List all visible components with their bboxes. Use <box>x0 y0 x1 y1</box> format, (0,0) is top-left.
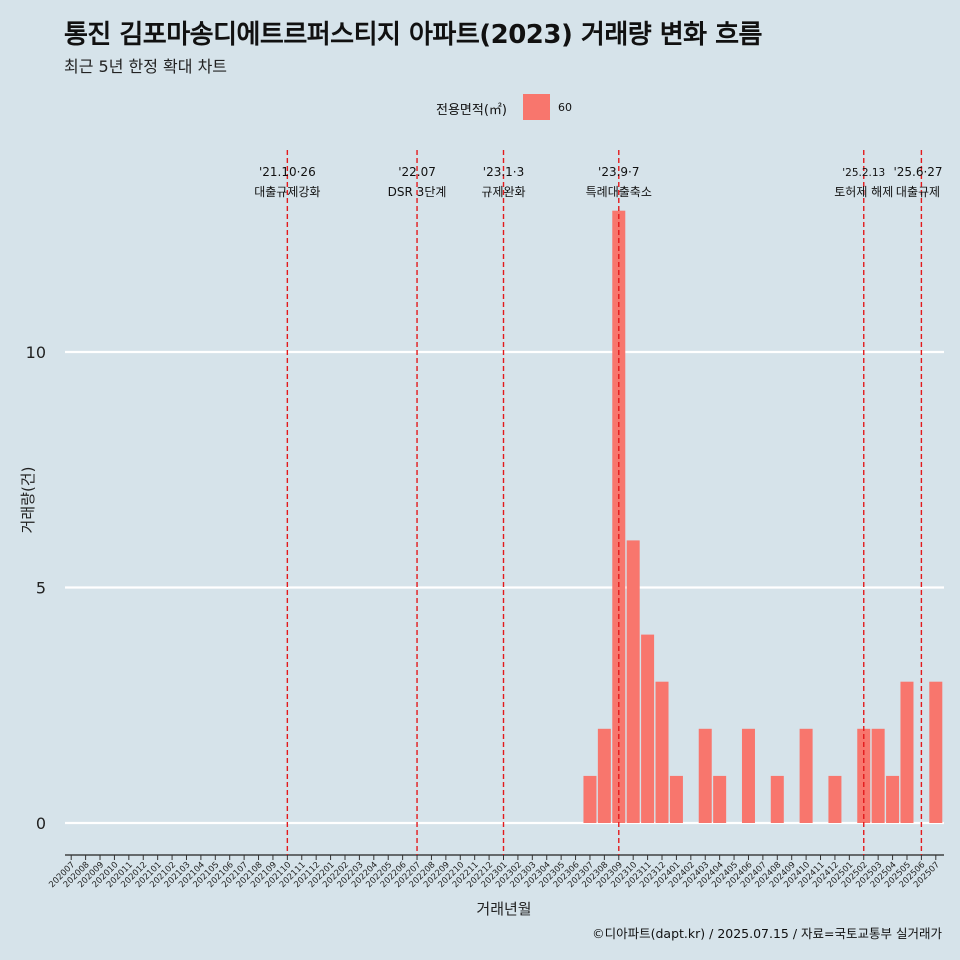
bar-202406 <box>741 728 755 823</box>
bar-202412 <box>828 775 842 823</box>
bar-202309 <box>612 210 626 823</box>
bar-202307 <box>583 775 597 823</box>
bar-202308 <box>597 728 611 823</box>
bar-202504 <box>886 775 900 823</box>
event-date-label: '25.6·27 <box>893 165 942 179</box>
event-name-label: 규제완화 <box>481 185 525 199</box>
event-date-label: '25.2.13 <box>842 167 885 179</box>
bar-202310 <box>626 540 640 823</box>
y-tick-label: 10 <box>26 343 46 362</box>
event-name-label: 대출규제 <box>896 185 940 199</box>
x-axis-title: 거래년월 <box>476 900 531 918</box>
y-tick-label: 5 <box>36 579 46 598</box>
bar-202311 <box>641 634 655 823</box>
bar-202403 <box>698 728 712 823</box>
legend-swatch <box>523 94 550 120</box>
y-tick-label: 0 <box>36 814 46 833</box>
event-date-label: '23.9·7 <box>598 165 639 179</box>
legend: 전용면적(㎡) 60 <box>0 94 960 120</box>
chart-title: 통진 김포마송디에트르퍼스티지 아파트(2023) 거래량 변화 흐름 <box>64 20 762 50</box>
bar-202401 <box>669 775 683 823</box>
event-date-label: '23.1·3 <box>483 165 524 179</box>
bar-202404 <box>713 775 727 823</box>
legend-title: 전용면적(㎡) <box>436 103 507 118</box>
event-name-label: DSR 3단계 <box>388 185 447 199</box>
bar-202507 <box>929 681 943 823</box>
event-date-label: '21.10·26 <box>259 165 316 179</box>
bar-202410 <box>799 728 813 823</box>
chart-subtitle: 최근 5년 한정 확대 차트 <box>64 57 228 76</box>
bar-202408 <box>770 775 784 823</box>
legend-entry-label: 60 <box>558 101 572 114</box>
event-date-label: '22.07 <box>398 165 436 179</box>
event-name-label: 대출규제강화 <box>254 185 320 199</box>
bar-202312 <box>655 681 669 823</box>
source-caption: ©디아파트(dapt.kr) / 2025.07.15 / 자료=국토교통부 실… <box>592 926 942 941</box>
y-axis-title: 거래량(건) <box>19 467 37 534</box>
bar-202505 <box>900 681 914 823</box>
event-name-label: 토허제 해제 <box>834 185 893 199</box>
bar-202503 <box>871 728 885 823</box>
event-name-label: 특례대출축소 <box>586 185 652 199</box>
